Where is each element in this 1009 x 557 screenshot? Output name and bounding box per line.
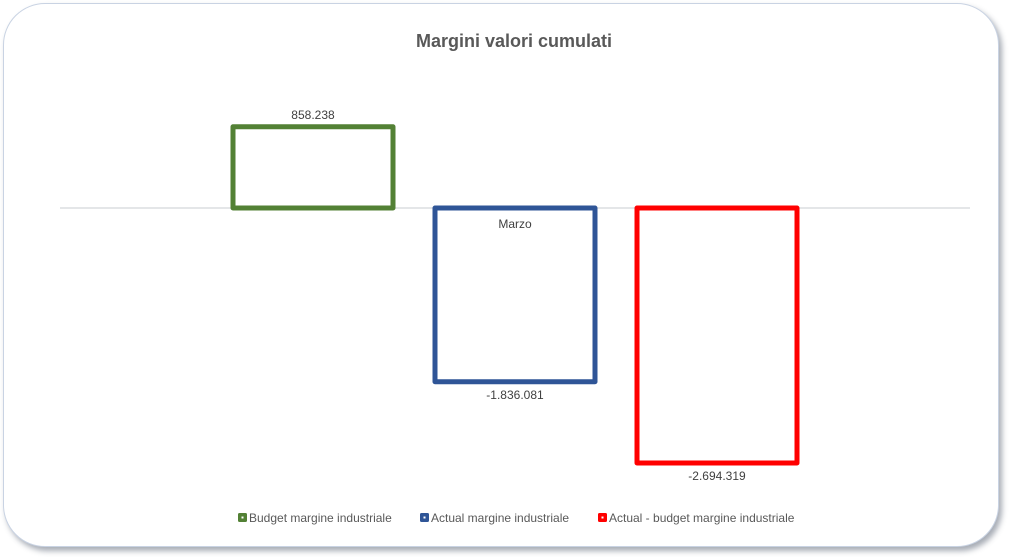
chart-card — [3, 3, 999, 547]
bar-3 — [634, 205, 800, 466]
legend: Budget margine industriale Actual margine… — [238, 511, 795, 525]
legend-swatch-dot-1 — [241, 516, 244, 519]
data-label-3: -2.694.319 — [688, 469, 746, 483]
data-label-1: 858.238 — [291, 108, 335, 122]
bar-2 — [432, 205, 598, 385]
legend-label-3: Actual - budget margine industriale — [609, 511, 795, 525]
bar-group — [230, 124, 800, 466]
legend-label-1: Budget margine industriale — [249, 511, 392, 525]
bar-1 — [230, 124, 396, 211]
legend-label-2: Actual margine industriale — [431, 511, 569, 525]
legend-swatch-dot-2 — [423, 516, 426, 519]
legend-swatch-dot-3 — [601, 516, 604, 519]
data-label-group: 858.238 -1.836.081 -2.694.319 — [291, 108, 746, 483]
category-label: Marzo — [498, 217, 532, 231]
data-label-2: -1.836.081 — [486, 388, 544, 402]
chart-title: Margini valori cumulati — [416, 31, 612, 51]
